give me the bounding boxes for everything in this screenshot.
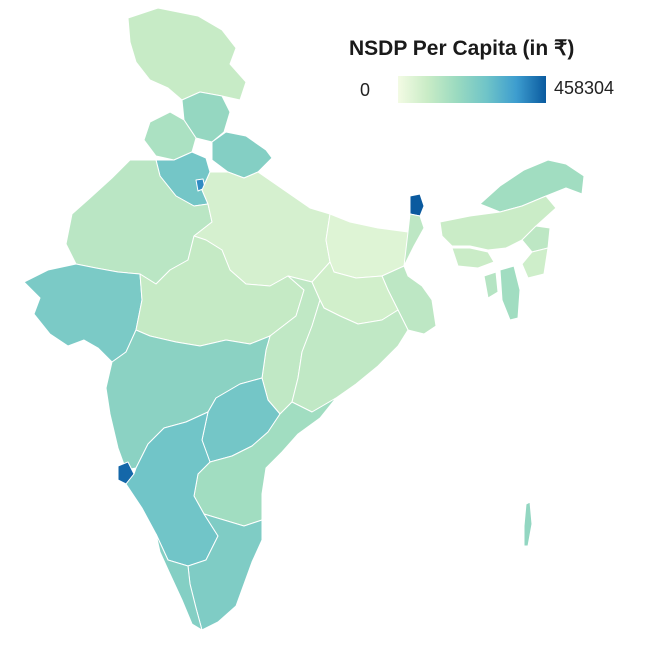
region-gujarat[interactable] <box>23 263 143 363</box>
region-tamil-nadu[interactable] <box>187 513 263 631</box>
region-tripura[interactable] <box>483 271 499 299</box>
region-uttarakhand[interactable] <box>211 131 273 179</box>
legend-max-label: 458304 <box>554 78 615 98</box>
legend-gradient-bar <box>398 76 546 103</box>
region-manipur[interactable] <box>521 247 549 279</box>
legend-color-scale <box>398 76 546 103</box>
region-meghalaya[interactable] <box>451 247 495 269</box>
region-kerala[interactable] <box>155 533 203 631</box>
legend-min-label: 0 <box>360 80 371 100</box>
region-jammu-kashmir[interactable] <box>127 7 247 101</box>
region-andaman-nicobar[interactable] <box>523 501 533 547</box>
region-sikkim[interactable] <box>409 193 425 217</box>
region-odisha[interactable] <box>291 299 409 413</box>
region-nagaland[interactable] <box>521 225 551 253</box>
legend-title: NSDP Per Capita (in ₹) <box>349 37 575 60</box>
region-mizoram[interactable] <box>499 265 521 321</box>
